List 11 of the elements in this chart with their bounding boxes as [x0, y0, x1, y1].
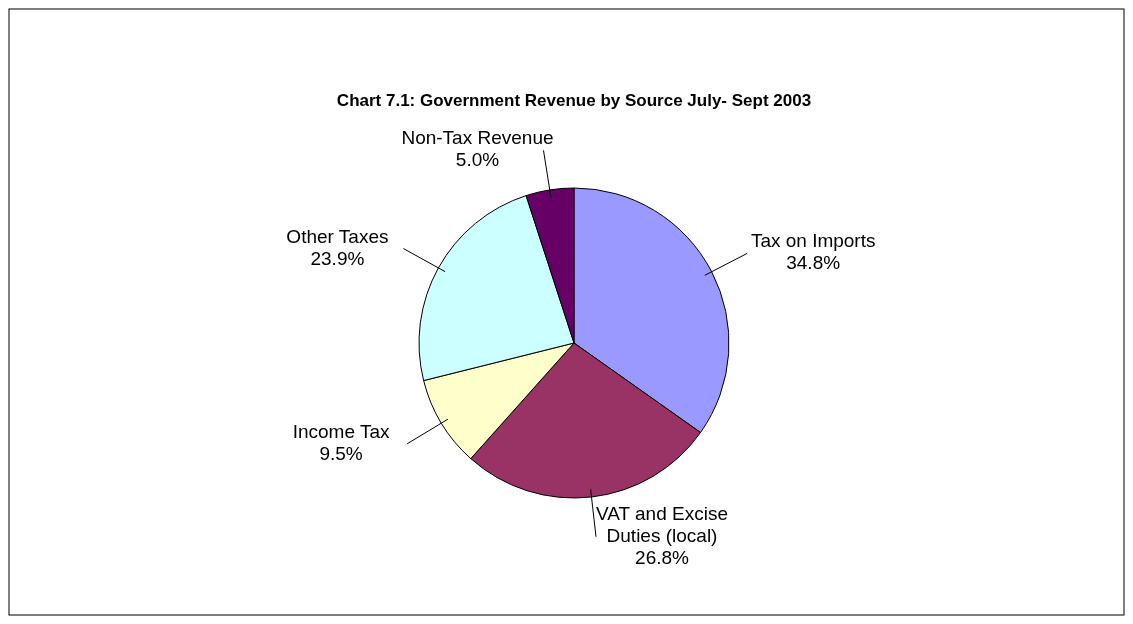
slice-label: Other Taxes: [286, 225, 389, 247]
data-label: 9.5%: [319, 442, 363, 464]
data-label: 5.0%: [455, 149, 500, 171]
slice-label: Income Tax: [292, 420, 390, 442]
slice-label: Non-Tax Revenue: [401, 127, 554, 149]
data-label: 34.8%: [786, 252, 841, 274]
slice-label: Tax on Imports: [750, 230, 876, 252]
data-label: 23.9%: [310, 247, 365, 269]
data-label: 26.8%: [635, 546, 690, 568]
slice-label: VAT and Excise Duties (local): [596, 502, 729, 546]
chart-title: Chart 7.1: Government Revenue by Source July- Sept 2003: [336, 91, 812, 110]
